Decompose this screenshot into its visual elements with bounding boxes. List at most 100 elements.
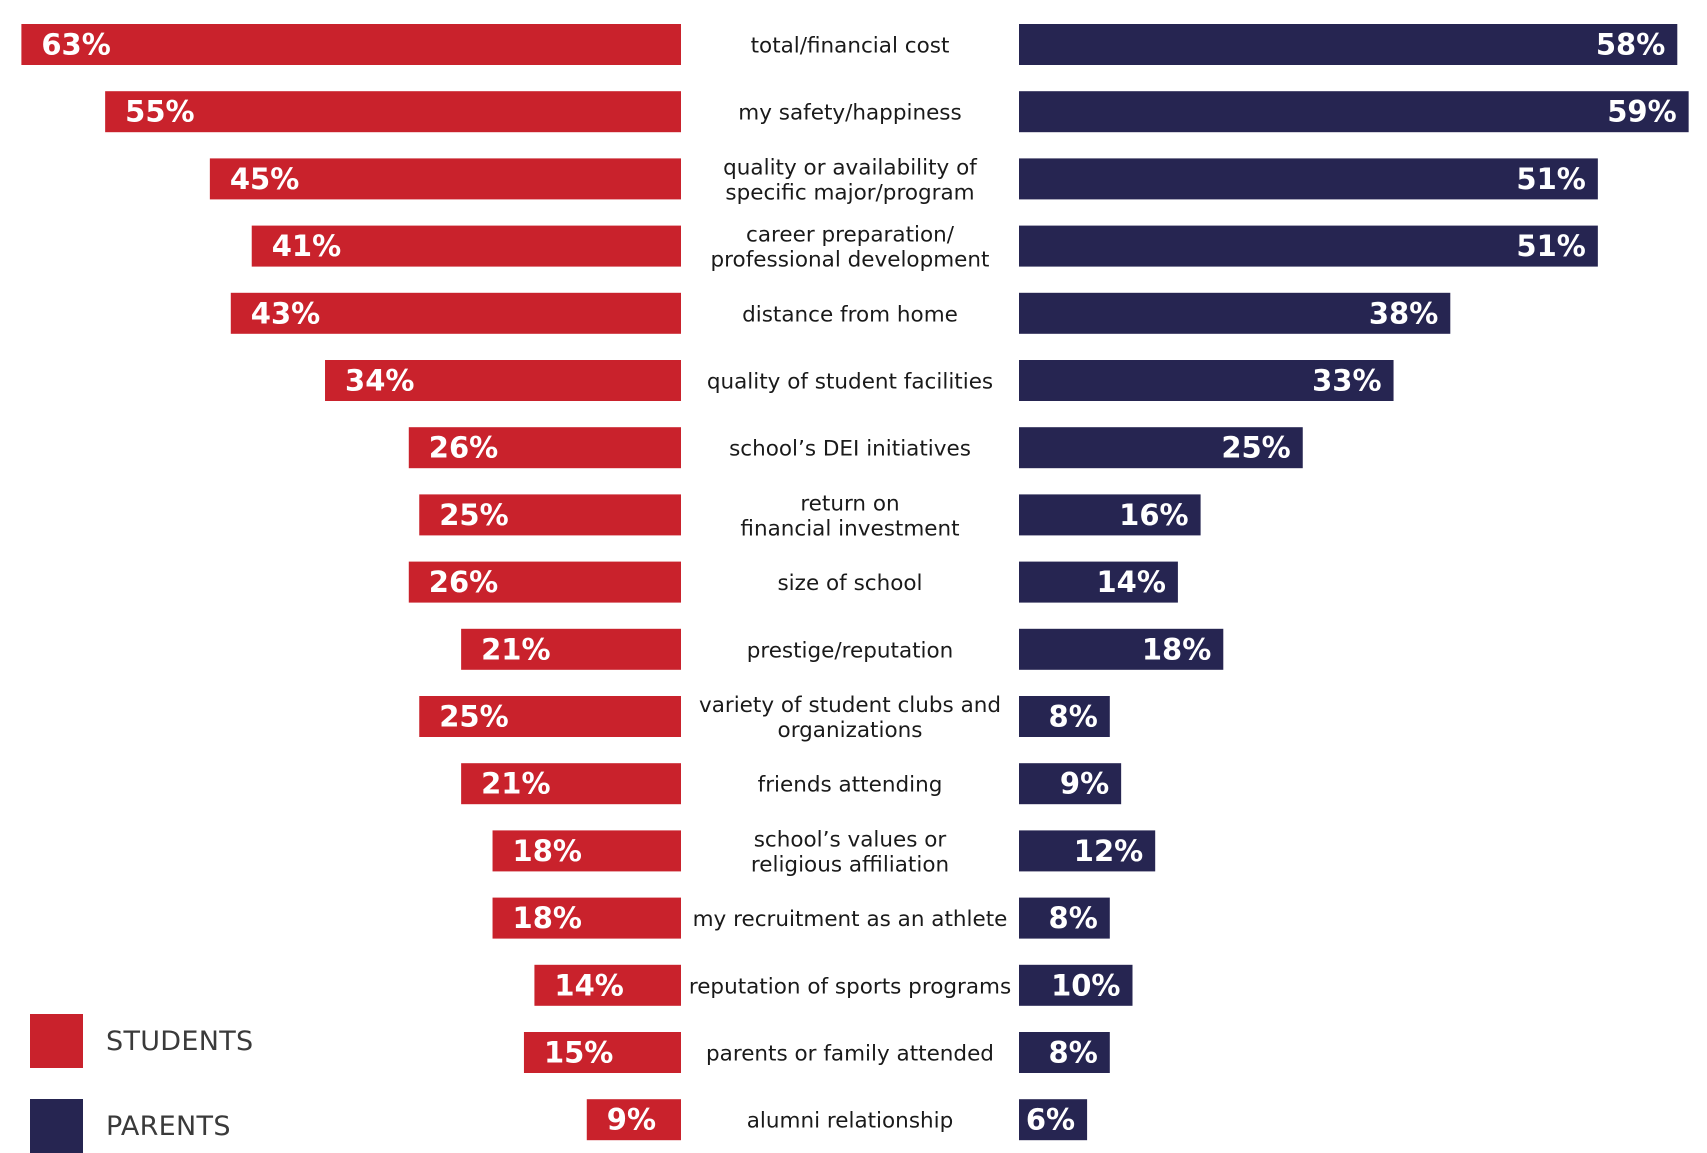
category-label-line: religious affiliation xyxy=(751,852,949,877)
chart-row: 43% 38% distance from home xyxy=(230,292,1451,334)
category-label-line: prestige/reputation xyxy=(747,638,954,663)
bar-value-label-students: 25% xyxy=(439,700,508,734)
bar-value-label-students: 21% xyxy=(481,767,550,801)
legend-label-students: STUDENTS xyxy=(106,1026,254,1057)
bar-parents xyxy=(1019,897,1110,939)
legend-swatch-students xyxy=(30,1014,83,1068)
bar-value-label-students: 26% xyxy=(429,565,498,599)
bar-parents xyxy=(1019,427,1303,469)
bar-value-label-parents: 8% xyxy=(1049,700,1098,734)
category-label: return on financial investment xyxy=(740,491,959,541)
category-label-line: organizations xyxy=(778,718,923,743)
category-label: alumni relationship xyxy=(747,1109,954,1134)
category-label: reputation of sports programs xyxy=(689,974,1011,999)
bar-parents xyxy=(1019,964,1133,1006)
bar-value-label-students: 18% xyxy=(513,834,582,868)
bar-value-label-parents: 14% xyxy=(1096,565,1165,599)
chart-row: 63% 58% total/financial cost xyxy=(21,24,1678,65)
category-label-line: quality of student facilities xyxy=(707,370,993,395)
chart-row: 18% 12% school’s values or religious affili… xyxy=(492,827,1156,877)
chart-row: 9% 6% alumni relationship xyxy=(586,1099,1088,1141)
bar-value-label-students: 43% xyxy=(251,296,320,330)
bar-students xyxy=(461,628,681,670)
bar-value-label-students: 18% xyxy=(513,901,582,935)
bar-parents xyxy=(1019,830,1156,872)
bar-value-label-parents: 8% xyxy=(1049,1036,1098,1070)
category-label-line: my safety/happiness xyxy=(738,101,961,126)
bar-value-label-students: 15% xyxy=(544,1036,613,1070)
bar-parents xyxy=(1019,494,1201,536)
bar-students xyxy=(523,1032,681,1073)
category-label-line: school’s values or xyxy=(754,827,947,852)
bar-value-label-parents: 6% xyxy=(1026,1103,1075,1137)
bar-students xyxy=(419,696,681,737)
bar-parents xyxy=(1019,561,1178,603)
category-label: variety of student clubs and organization… xyxy=(699,693,1001,743)
bar-parents xyxy=(1019,1032,1110,1073)
bar-students xyxy=(251,225,682,267)
legend-swatch-parents xyxy=(30,1099,83,1153)
category-label-line: variety of student clubs and xyxy=(699,693,1001,718)
bar-students xyxy=(419,494,681,536)
category-label: prestige/reputation xyxy=(747,638,954,663)
bar-students xyxy=(105,91,681,133)
bar-value-label-parents: 16% xyxy=(1119,498,1188,532)
bar-students xyxy=(408,427,681,469)
bar-value-label-parents: 51% xyxy=(1516,229,1585,263)
bar-students xyxy=(230,292,682,334)
chart-row: 14% 10% reputation of sports programs xyxy=(534,964,1133,1006)
bar-students xyxy=(534,964,681,1006)
chart-row: 26% 14% size of school xyxy=(408,561,1178,603)
bar-students xyxy=(325,360,681,401)
category-label: friends attending xyxy=(758,773,943,798)
category-label: total/financial cost xyxy=(751,34,950,59)
bar-value-label-students: 41% xyxy=(272,229,341,263)
chart-row: 21% 18% prestige/reputation xyxy=(461,628,1224,670)
bar-students xyxy=(408,561,681,603)
bar-value-label-students: 55% xyxy=(125,95,194,129)
bar-value-label-students: 14% xyxy=(554,968,623,1002)
bar-parents xyxy=(1019,158,1598,200)
chart-row: 15% 8% parents or family attended xyxy=(523,1032,1110,1073)
bar-parents xyxy=(1019,292,1451,334)
bar-parents xyxy=(1019,628,1224,670)
bar-value-label-students: 26% xyxy=(429,431,498,465)
category-label-line: professional development xyxy=(711,248,990,273)
bar-value-label-students: 45% xyxy=(230,162,299,196)
chart-row: 18% 8% my recruitment as an athlete xyxy=(492,897,1110,939)
bar-students xyxy=(492,897,681,939)
chart-row: 34% 33% quality of student facilities xyxy=(325,360,1394,401)
bar-value-label-parents: 25% xyxy=(1221,431,1290,465)
bar-value-label-students: 25% xyxy=(439,498,508,532)
bar-parents xyxy=(1019,763,1122,805)
bar-value-label-students: 63% xyxy=(41,28,110,62)
bar-parents xyxy=(1019,696,1110,737)
bar-value-label-students: 34% xyxy=(345,364,414,398)
bar-value-label-students: 21% xyxy=(481,632,550,666)
category-label-line: parents or family attended xyxy=(706,1042,994,1067)
category-label: quality of student facilities xyxy=(707,370,993,395)
bar-value-label-students: 9% xyxy=(607,1103,656,1137)
category-label-line: school’s DEI initiatives xyxy=(729,437,971,462)
chart-rows: 63% 58% total/financial cost 55% 59% my safet… xyxy=(21,24,1689,1141)
bar-value-label-parents: 58% xyxy=(1596,28,1665,62)
chart-row: 26% 25% school’s DEI initiatives xyxy=(408,427,1303,469)
category-label-line: alumni relationship xyxy=(747,1109,954,1134)
bar-parents xyxy=(1019,225,1598,267)
category-label: school’s DEI initiatives xyxy=(729,437,971,462)
category-label: quality or availability of specific major… xyxy=(723,155,977,205)
category-label: my safety/happiness xyxy=(738,101,961,126)
bar-value-label-parents: 51% xyxy=(1516,162,1585,196)
legend-item-students: STUDENTS xyxy=(30,1014,290,1068)
category-label: parents or family attended xyxy=(706,1042,994,1067)
bar-students xyxy=(461,763,681,805)
bar-value-label-parents: 59% xyxy=(1607,95,1676,129)
bar-value-label-parents: 12% xyxy=(1074,834,1143,868)
legend-item-parents: PARENTS xyxy=(30,1099,290,1153)
bar-parents xyxy=(1019,91,1689,133)
category-label-line: career preparation/ xyxy=(746,223,955,248)
bar-value-label-parents: 38% xyxy=(1369,296,1438,330)
category-label-line: reputation of sports programs xyxy=(689,974,1011,999)
bar-parents xyxy=(1019,24,1678,65)
bar-parents xyxy=(1019,1099,1088,1141)
